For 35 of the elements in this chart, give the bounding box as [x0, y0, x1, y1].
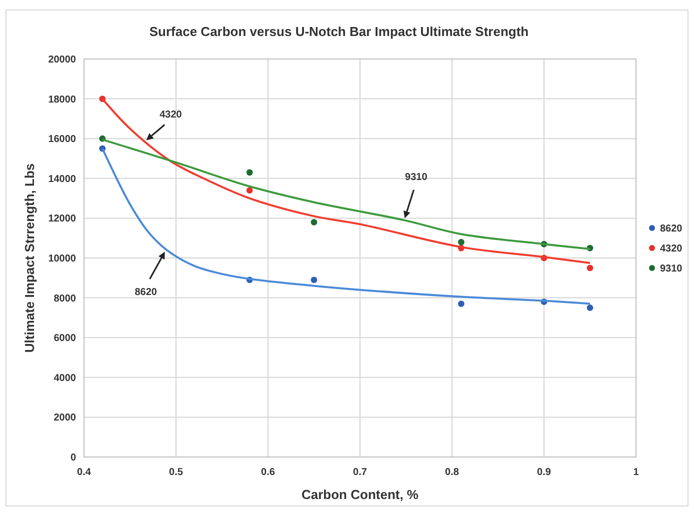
point — [458, 300, 464, 307]
x-tick-label: 0.9 — [537, 467, 552, 478]
x-tick-label: 0.5 — [169, 467, 184, 478]
annotation: 8620 — [134, 287, 158, 298]
x-tick-label: 0.7 — [353, 467, 368, 478]
y-tick-label: 12000 — [48, 214, 76, 225]
x-tick-label: 0.6 — [261, 467, 276, 478]
legend-label: 8620 — [660, 224, 683, 234]
y-tick-label: 0 — [70, 452, 76, 464]
point — [586, 264, 594, 272]
x-tick-label: 1 — [633, 467, 640, 478]
annotation: 9310 — [405, 172, 428, 184]
y-tick-label: 8000 — [54, 293, 76, 304]
y-axis-title: Ultimate Impact Strrength, Lbs — [22, 163, 37, 353]
point — [586, 304, 594, 311]
legend-label: 9310 — [660, 264, 683, 274]
x-axis-title: Carbon Content, % — [302, 487, 419, 502]
y-tick-label: 16000 — [48, 134, 76, 146]
y-tick-label: 4000 — [54, 372, 76, 384]
y-tick-label: 10000 — [48, 254, 76, 264]
point — [458, 238, 464, 246]
y-tick-label: 6000 — [54, 333, 76, 344]
legend-label: 4320 — [660, 244, 683, 254]
x-tick-label: 0.8 — [445, 467, 460, 478]
y-tick-label: 2000 — [54, 412, 76, 424]
y-tick-label: 20000 — [48, 54, 76, 66]
chart-title: Surface Carbon versus U-Notch Bar Impact Ultimate Strength — [149, 24, 529, 39]
x-tick-label: 0.4 — [77, 467, 92, 478]
point — [246, 187, 253, 194]
annotation: 4320 — [160, 110, 182, 121]
y-tick-label: 14000 — [48, 174, 76, 185]
point — [310, 276, 318, 284]
point — [246, 169, 253, 176]
y-tick-label: 18000 — [48, 94, 76, 106]
point — [310, 218, 318, 226]
